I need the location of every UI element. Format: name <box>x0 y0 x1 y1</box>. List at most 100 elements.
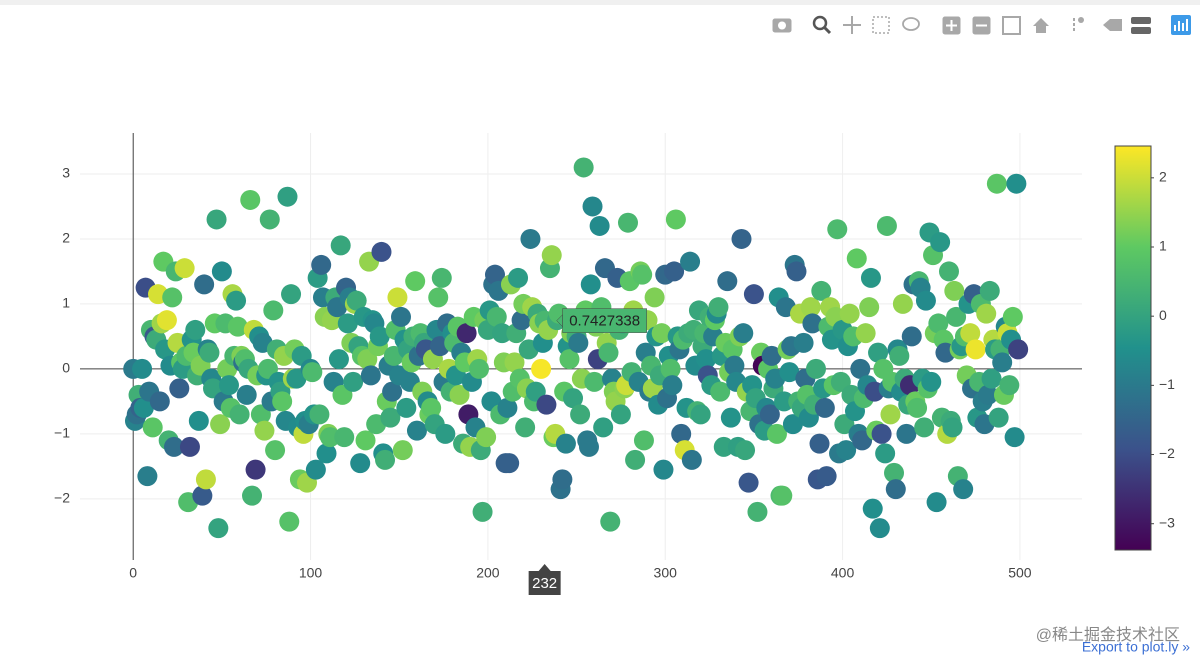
scatter-point <box>960 323 981 344</box>
scatter-point <box>928 313 949 334</box>
scatter-point <box>1008 339 1029 360</box>
scatter-point <box>942 417 963 438</box>
scatter-point <box>759 404 780 425</box>
scatter-point <box>396 397 417 418</box>
scatter-point <box>859 297 880 318</box>
scatter-point <box>811 280 832 301</box>
scatter-point <box>192 485 213 506</box>
scatter-point <box>570 404 591 425</box>
scatter-point <box>375 449 396 470</box>
hover-x-label: 232 <box>532 575 557 592</box>
lasso-icon[interactable] <box>902 17 920 31</box>
scatter-point <box>946 306 967 327</box>
scatter-point <box>137 466 158 487</box>
scatter-point <box>653 459 674 480</box>
scatter-point <box>456 323 477 344</box>
scatter-point <box>435 423 456 444</box>
scatter-point <box>809 433 830 454</box>
scatter-point <box>633 430 654 451</box>
scatter-point <box>999 375 1020 396</box>
box-select-icon[interactable] <box>872 16 890 34</box>
scatter-point <box>156 310 177 331</box>
scatter-point <box>662 375 683 396</box>
scatter-point <box>311 254 332 275</box>
scatter-point <box>953 479 974 500</box>
zoom-in-icon[interactable] <box>942 16 961 35</box>
export-link[interactable]: Export to plot.ly » <box>1082 639 1190 655</box>
scatter-point <box>360 365 381 386</box>
scatter-point <box>580 274 601 295</box>
scatter-point <box>660 358 681 379</box>
spike-icon[interactable] <box>1073 17 1084 32</box>
scatter-point <box>761 345 782 366</box>
scatter-point <box>720 407 741 428</box>
y-tick-label: 2 <box>62 230 70 246</box>
scatter-point <box>747 501 768 522</box>
scatter-point <box>390 306 411 327</box>
scatter-point <box>578 436 599 457</box>
scatter-point <box>350 453 371 474</box>
scatter-point <box>208 518 229 539</box>
scatter-point <box>199 342 220 363</box>
scatter-point <box>245 459 266 480</box>
scatter-point <box>406 420 427 441</box>
colorbar-tick-label: 1 <box>1159 238 1167 254</box>
scatter-point <box>981 368 1002 389</box>
scatter-point <box>696 349 717 370</box>
scatter-point <box>664 261 685 282</box>
scatter-point <box>279 511 300 532</box>
scatter-point <box>665 209 686 230</box>
scatter-point <box>149 391 170 412</box>
scatter-point <box>978 384 999 405</box>
scatter-point <box>644 287 665 308</box>
scatter-point <box>254 420 275 441</box>
autoscale-icon[interactable] <box>1002 16 1021 35</box>
scatter-point <box>885 479 906 500</box>
hover-closest-icon[interactable] <box>1103 19 1122 31</box>
scatter-point <box>892 293 913 314</box>
y-tick-label: 0 <box>62 360 70 376</box>
scatter-point <box>802 313 823 334</box>
scatter-point <box>240 189 261 210</box>
scatter-point <box>875 443 896 464</box>
scatter-point <box>242 485 263 506</box>
x-tick-label: 0 <box>129 565 137 581</box>
y-tick-label: −2 <box>54 490 70 506</box>
camera-icon[interactable] <box>772 18 792 33</box>
scatter-point <box>681 449 702 470</box>
scatter-point <box>836 440 857 461</box>
zoom-icon[interactable] <box>812 15 832 35</box>
scatter-point <box>484 264 505 285</box>
scatter-point <box>930 232 951 253</box>
scatter-point <box>782 414 803 435</box>
pan-icon[interactable] <box>843 16 861 34</box>
scatter-point <box>724 355 745 376</box>
reset-icon[interactable] <box>1033 18 1049 33</box>
scatter-point <box>713 436 734 457</box>
scatter-point <box>229 404 250 425</box>
scatter-point <box>573 157 594 178</box>
scatter-point <box>593 417 614 438</box>
scatter-point <box>531 358 552 379</box>
scatter-point <box>896 423 917 444</box>
scatter-point <box>589 215 610 236</box>
scatter-point <box>976 303 997 324</box>
scatter-point <box>907 397 928 418</box>
scatter-point <box>210 414 231 435</box>
scatter-point <box>710 381 731 402</box>
hover-compare-icon[interactable] <box>1131 17 1151 34</box>
zoom-out-icon[interactable] <box>972 16 991 35</box>
x-tick-label: 500 <box>1008 565 1032 581</box>
scatter-point <box>263 300 284 321</box>
scatter-point <box>486 306 507 327</box>
scatter-point <box>277 186 298 207</box>
scatter-point <box>227 316 248 337</box>
scatter-point <box>174 258 195 279</box>
colorbar-tick-label: 0 <box>1159 307 1167 323</box>
plotly-logo[interactable] <box>1171 15 1191 35</box>
modebar <box>772 15 1191 35</box>
scatter-point <box>733 323 754 344</box>
scatter-point <box>316 443 337 464</box>
hover-value-label: 0.7427338 <box>569 313 640 330</box>
scatter-point <box>625 449 646 470</box>
